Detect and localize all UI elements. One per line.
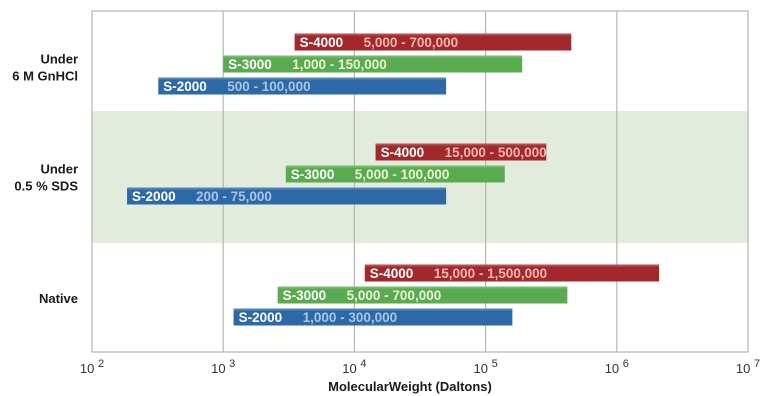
x-tick-label: 10 4 <box>342 358 366 376</box>
bar-series-name: S-2000 <box>163 79 207 94</box>
bar-range-label: 5,000 - 700,000 <box>364 35 459 50</box>
range-bar-highlight <box>285 165 505 168</box>
plot-frame-layer <box>91 10 749 353</box>
x-tick-label: 10 5 <box>473 358 497 376</box>
bar-range-label: 15,000 - 500,000 <box>445 145 547 160</box>
x-tick-base: 10 <box>605 361 623 376</box>
range-bar-highlight <box>294 33 572 36</box>
bar-series-name: S-3000 <box>283 288 327 303</box>
x-tick-base: 10 <box>80 361 98 376</box>
range-bar-highlight <box>158 77 447 80</box>
range-bar: S-4000 5,000 - 700,000 <box>294 33 572 51</box>
range-bar-rect <box>158 77 447 95</box>
range-bar-rect <box>375 143 547 161</box>
x-tick-exponent: 3 <box>229 358 235 370</box>
group-label-line: Native <box>39 291 78 306</box>
x-tick-label: 10 6 <box>605 358 629 376</box>
range-bar-rect <box>277 286 568 304</box>
range-bar-highlight <box>223 55 523 58</box>
group-label-layer: Under 6 M GnHCl Under 0.5 % SDS Native <box>12 52 78 307</box>
x-tick-exponent: 4 <box>360 358 366 370</box>
bar-range-label: 1,000 - 300,000 <box>303 310 398 325</box>
bar-series-name: S-4000 <box>370 266 414 281</box>
range-bar-highlight <box>277 286 568 289</box>
range-bar: S-3000 5,000 - 700,000 <box>277 286 568 304</box>
group-label: Under 6 M GnHCl <box>12 52 78 84</box>
range-bar: S-3000 5,000 - 100,000 <box>285 165 505 183</box>
bar-series-name: S-4000 <box>381 145 425 160</box>
range-bar-highlight <box>233 308 513 311</box>
x-tick-base: 10 <box>473 361 491 376</box>
x-tick-exponent: 7 <box>754 358 760 370</box>
bar-series-name: S-2000 <box>239 310 283 325</box>
group-label-line: Under <box>40 52 78 67</box>
bar-layer: S-4000 5,000 - 700,000 S-3000 1,000 - 150,0… <box>127 33 660 326</box>
range-bar-rect <box>233 308 513 326</box>
bar-series-name: S-3000 <box>228 57 272 72</box>
bar-series-name: S-3000 <box>291 167 335 182</box>
plot-frame <box>91 10 749 353</box>
range-bar: S-2000 500 - 100,000 <box>158 77 447 95</box>
x-tick-label: 10 3 <box>211 358 235 376</box>
bar-range-label: 200 - 75,000 <box>196 189 272 204</box>
range-bar-rect <box>223 55 523 73</box>
x-tick-exponent: 6 <box>623 358 629 370</box>
group-label: Native <box>39 291 78 306</box>
x-tick-base: 10 <box>342 361 360 376</box>
x-tick-exponent: 2 <box>98 358 104 370</box>
x-tick-label: 10 2 <box>80 358 104 376</box>
range-bar: S-2000 1,000 - 300,000 <box>233 308 513 326</box>
group-label-line: Under <box>40 162 78 177</box>
range-bar-rect <box>127 187 447 205</box>
group-label-line: 0.5 % SDS <box>14 179 78 194</box>
range-bar-highlight <box>127 187 447 190</box>
x-tick-base: 10 <box>736 361 754 376</box>
bar-range-label: 5,000 - 700,000 <box>347 288 442 303</box>
x-tick-layer: 10 2 10 3 10 4 10 5 10 6 10 7 <box>80 358 760 376</box>
range-bar-rect <box>364 264 660 282</box>
bar-range-label: 500 - 100,000 <box>227 79 310 94</box>
group-label-line: 6 M GnHCl <box>12 69 78 84</box>
x-tick-base: 10 <box>211 361 229 376</box>
x-axis-label: MolecularWeight (Daltons) <box>328 379 492 394</box>
range-bar-rect <box>285 165 505 183</box>
range-bar-highlight <box>375 143 547 146</box>
range-bar: S-4000 15,000 - 1,500,000 <box>364 264 660 282</box>
bar-series-name: S-2000 <box>132 189 176 204</box>
x-tick-exponent: 5 <box>492 358 498 370</box>
bar-range-label: 15,000 - 1,500,000 <box>434 266 547 281</box>
group-label: Under 0.5 % SDS <box>14 162 78 194</box>
x-tick-label: 10 7 <box>736 358 760 376</box>
bar-range-label: 5,000 - 100,000 <box>355 167 450 182</box>
bar-range-label: 1,000 - 150,000 <box>292 57 387 72</box>
range-bar: S-4000 15,000 - 500,000 <box>375 143 547 161</box>
range-bar: S-2000 200 - 75,000 <box>127 187 447 205</box>
range-bar-highlight <box>364 264 660 267</box>
range-bar: S-3000 1,000 - 150,000 <box>223 55 523 73</box>
bar-series-name: S-4000 <box>300 35 344 50</box>
range-bar-rect <box>294 33 572 51</box>
